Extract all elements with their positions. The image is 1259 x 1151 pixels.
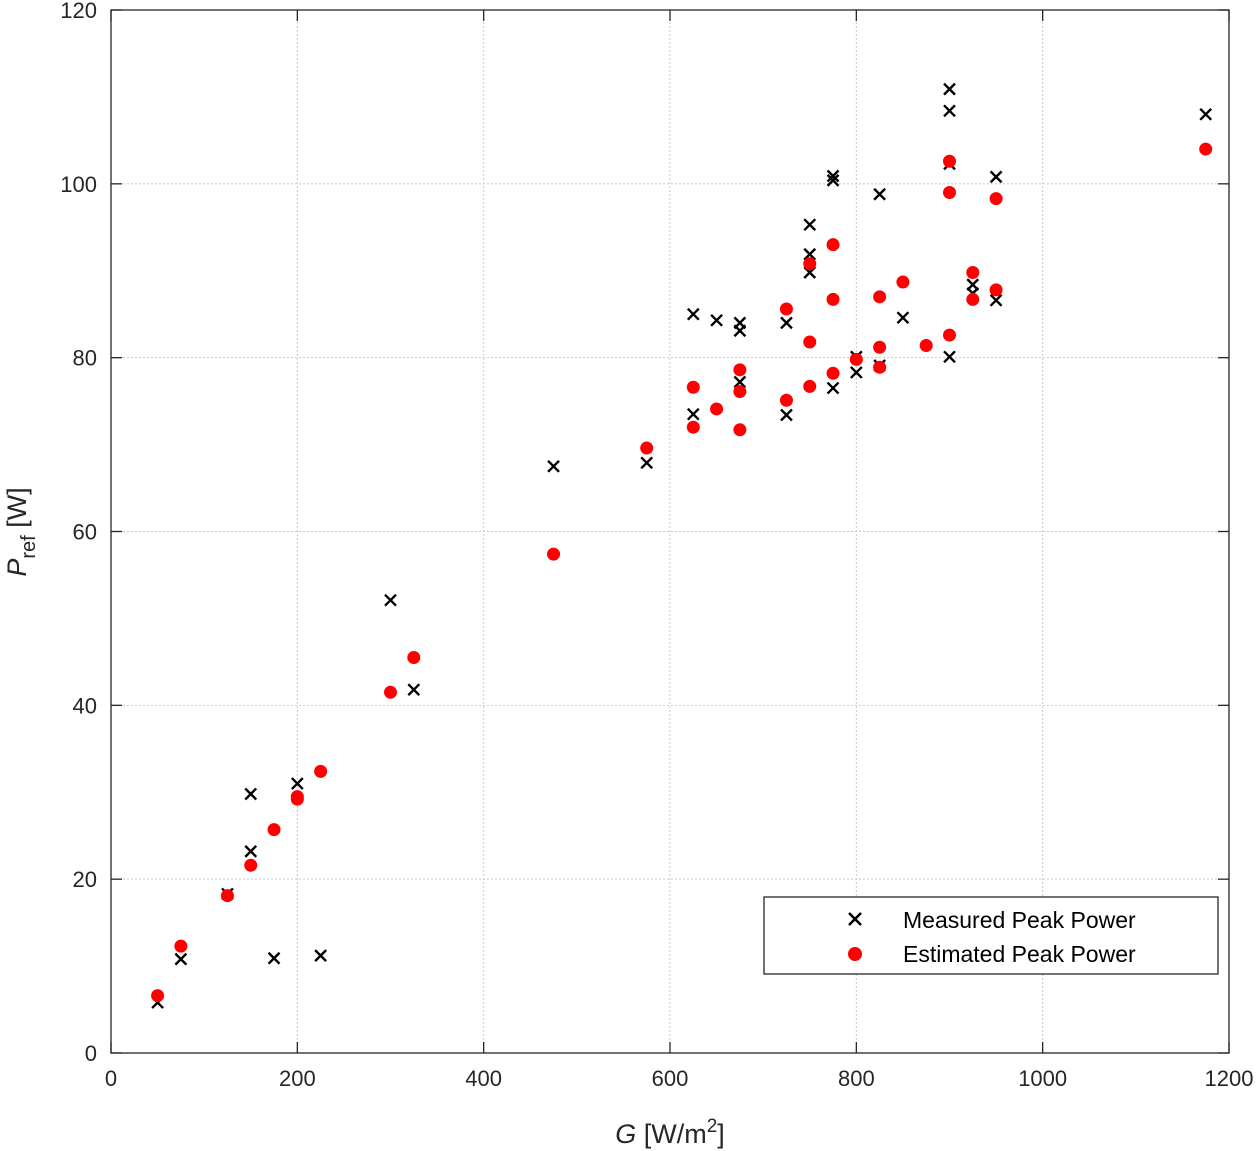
y-tick-label: 80 [73,346,97,371]
legend-label-estimated: Estimated Peak Power [903,941,1136,967]
measured-point [640,456,654,470]
measured-point [989,170,1003,184]
y-tick-label: 120 [60,0,97,23]
estimated-point [244,858,258,872]
data-points [151,82,1213,1009]
estimated-point [873,360,887,374]
x-tick-label: 600 [652,1066,689,1091]
measured-point [873,187,886,201]
measured-point [896,311,910,325]
estimated-point [989,192,1003,206]
estimated-point [873,290,887,304]
estimated-point [873,340,887,354]
measured-point [547,459,560,473]
x-tick-label: 0 [105,1066,117,1091]
estimated-point [966,292,980,306]
measured-point [384,593,397,607]
estimated-point [733,363,747,377]
measured-point [803,247,817,261]
y-tick-label: 60 [73,520,97,545]
x-tick-label: 800 [838,1066,875,1091]
estimated-point [733,423,747,437]
estimated-point [686,420,700,434]
measured-point [267,951,281,965]
x-tick-label: 200 [279,1066,316,1091]
legend-marker-measured [848,912,862,926]
y-tick-label: 40 [73,693,97,718]
legend: Measured Peak Power Estimated Peak Power [763,896,1219,975]
measured-point [686,307,700,321]
estimated-point [686,380,700,394]
estimated-point [779,302,793,316]
measured-point [407,683,421,697]
estimated-point [151,989,165,1003]
estimated-point [174,939,188,953]
estimated-point [290,792,304,806]
measured-point [686,407,700,421]
estimated-point [710,402,724,416]
measured-point [943,104,956,118]
measured-point [826,169,840,183]
legend-box [763,896,1219,975]
measured-point [710,313,723,327]
measured-point [989,293,1003,307]
estimated-point [943,328,956,342]
estimated-point [547,547,561,561]
measured-point [733,324,747,338]
estimated-point [919,338,933,352]
measured-point [314,949,327,963]
measured-point [826,174,840,187]
estimated-point [896,275,910,289]
grid-lines [111,10,1229,1053]
measured-point [290,777,304,790]
legend-marker-estimated [848,947,862,961]
x-axis-label: G [W/m2] [615,1116,725,1149]
estimated-point [966,265,980,279]
measured-point [943,350,956,364]
y-tick-label: 0 [85,1041,97,1066]
measured-point [826,381,840,395]
estimated-point [943,154,956,168]
measured-point [174,952,188,966]
estimated-point [384,685,397,699]
axis-ticks: 0 200 400 600 800 1000 1200 0 20 40 60 80 100 120 [60,0,1253,1091]
legend-label-measured: Measured Peak Power [903,907,1136,933]
estimated-point [803,257,817,271]
measured-point [803,218,817,232]
measured-point [943,82,956,96]
measured-point [780,316,793,330]
x-tick-label: 1000 [1018,1066,1067,1091]
measured-point [244,787,258,801]
estimated-point [407,651,421,665]
estimated-point [640,441,654,455]
measured-point [244,845,258,858]
measured-point [780,408,793,422]
measured-point [1199,107,1213,121]
estimated-point [826,238,840,252]
measured-point [733,375,747,389]
estimated-point [826,292,840,306]
estimated-point [803,379,817,393]
estimated-point [220,889,234,903]
y-tick-label: 100 [60,172,97,197]
y-tick-label: 20 [73,867,97,892]
estimated-point [849,352,863,366]
x-tick-label: 1200 [1205,1066,1254,1091]
estimated-point [314,764,328,778]
estimated-point [779,393,793,407]
estimated-point [267,823,281,837]
estimated-point [1199,142,1213,156]
estimated-point [803,335,817,349]
estimated-point [826,366,840,380]
x-tick-label: 400 [465,1066,502,1091]
estimated-point [989,283,1003,297]
estimated-point [943,186,956,200]
measured-point [849,366,863,379]
estimated-point [733,385,747,399]
y-axis-label: Pref [W] [2,487,40,576]
